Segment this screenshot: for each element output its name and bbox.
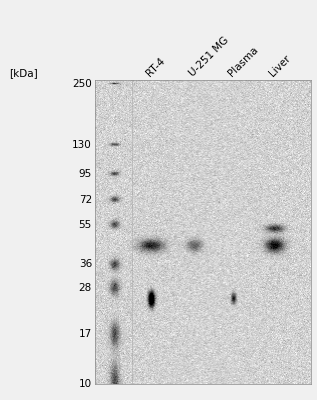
Text: 130: 130 — [72, 140, 92, 150]
Text: Liver: Liver — [267, 53, 292, 78]
Text: 10: 10 — [79, 379, 92, 389]
Text: 95: 95 — [79, 169, 92, 179]
Text: 28: 28 — [79, 283, 92, 293]
Text: 55: 55 — [79, 220, 92, 230]
Text: 17: 17 — [79, 330, 92, 340]
Text: Plasma: Plasma — [226, 44, 260, 78]
Text: 36: 36 — [79, 260, 92, 270]
Text: 250: 250 — [72, 79, 92, 89]
Text: 72: 72 — [79, 195, 92, 205]
Text: [kDa]: [kDa] — [10, 68, 38, 78]
Text: U-251 MG: U-251 MG — [187, 35, 230, 78]
Text: RT-4: RT-4 — [144, 55, 167, 78]
